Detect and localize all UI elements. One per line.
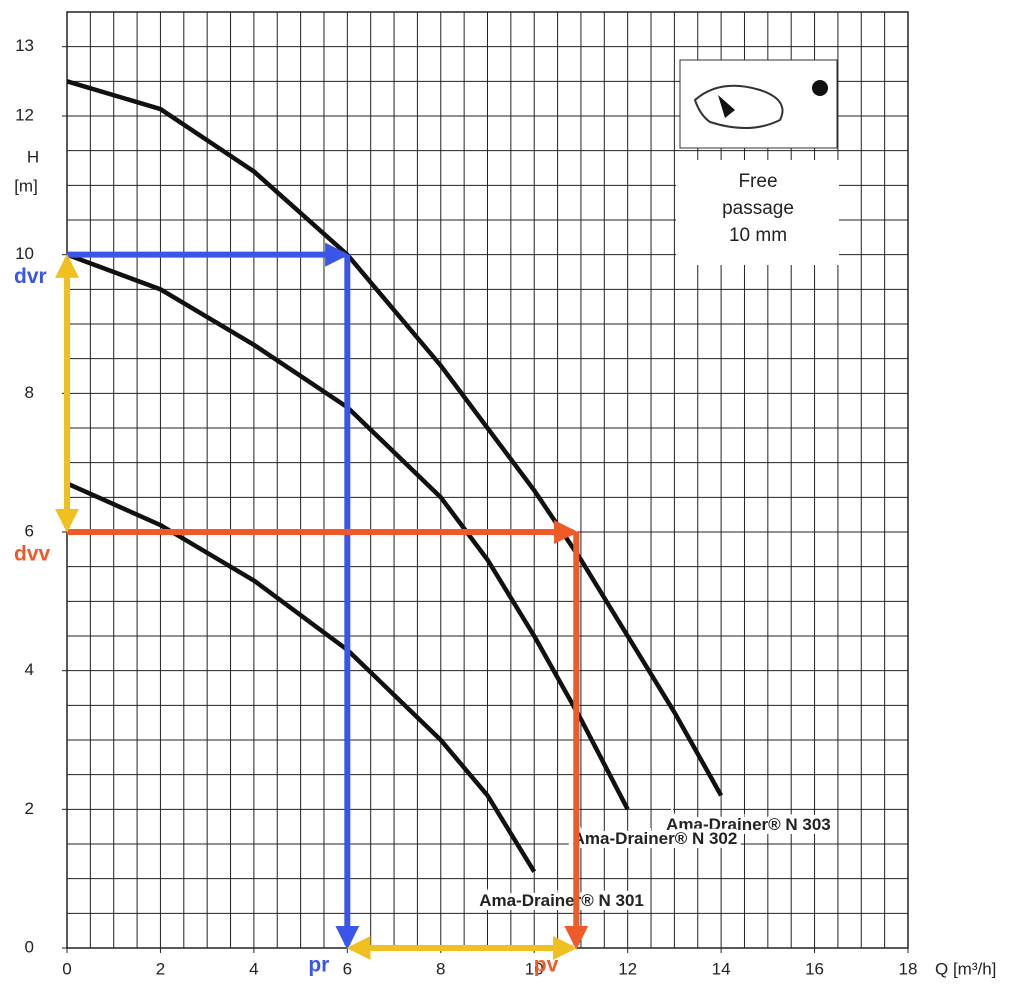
guide-y-label: dvr — [14, 265, 47, 288]
y-tick-label: 13 — [15, 36, 34, 55]
y-axis-label: H — [27, 147, 39, 166]
curve — [66, 252, 630, 811]
curve — [66, 79, 724, 797]
inset: Free passage 10 mm — [676, 59, 839, 265]
guide-x-label: pr — [308, 954, 329, 977]
x-tick-label: 6 — [343, 959, 352, 978]
x-tick-label: 2 — [156, 959, 165, 978]
x-tick-label: 12 — [618, 959, 637, 978]
impeller-icon — [693, 84, 784, 130]
y-tick-label: 6 — [25, 521, 34, 540]
x-axis-label: Q [m³/h] — [935, 959, 996, 978]
x-tick-label: 18 — [899, 959, 918, 978]
y-tick-label: 2 — [25, 799, 34, 818]
y-axis-unit: [m] — [14, 176, 38, 195]
x-tick-label: 0 — [62, 959, 71, 978]
y-tick-label: 12 — [15, 105, 34, 124]
series-label: Ama-Drainer® N 303 — [666, 815, 831, 834]
guide-x-label: pv — [534, 954, 559, 977]
y-tick-label: 0 — [25, 937, 34, 956]
x-tick-label: 16 — [805, 959, 824, 978]
impeller-icon — [718, 95, 735, 118]
x-tick-label: 10 — [525, 959, 544, 978]
y-tick-label: 10 — [15, 244, 34, 263]
inset-line: Free — [738, 171, 777, 192]
icon-badge — [812, 80, 828, 96]
inset-image-frame — [679, 59, 838, 149]
inset-line: passage — [722, 198, 794, 219]
y-tick-label: 8 — [25, 383, 34, 402]
inset-line: 10 mm — [729, 225, 787, 246]
grid — [66, 11, 909, 949]
x-tick-label: 14 — [712, 959, 731, 978]
series-label: Ama-Drainer® N 301 — [479, 891, 644, 910]
guide-y-label: dvv — [14, 543, 51, 566]
inset-text: Free passage 10 mm — [722, 171, 794, 246]
y-tick-label: 4 — [25, 660, 34, 679]
series-label: Ama-Drainer® N 302 — [573, 829, 738, 848]
x-tick-label: 4 — [249, 959, 258, 978]
x-tick-label: 8 — [436, 959, 445, 978]
inset-text-bg — [676, 160, 839, 265]
